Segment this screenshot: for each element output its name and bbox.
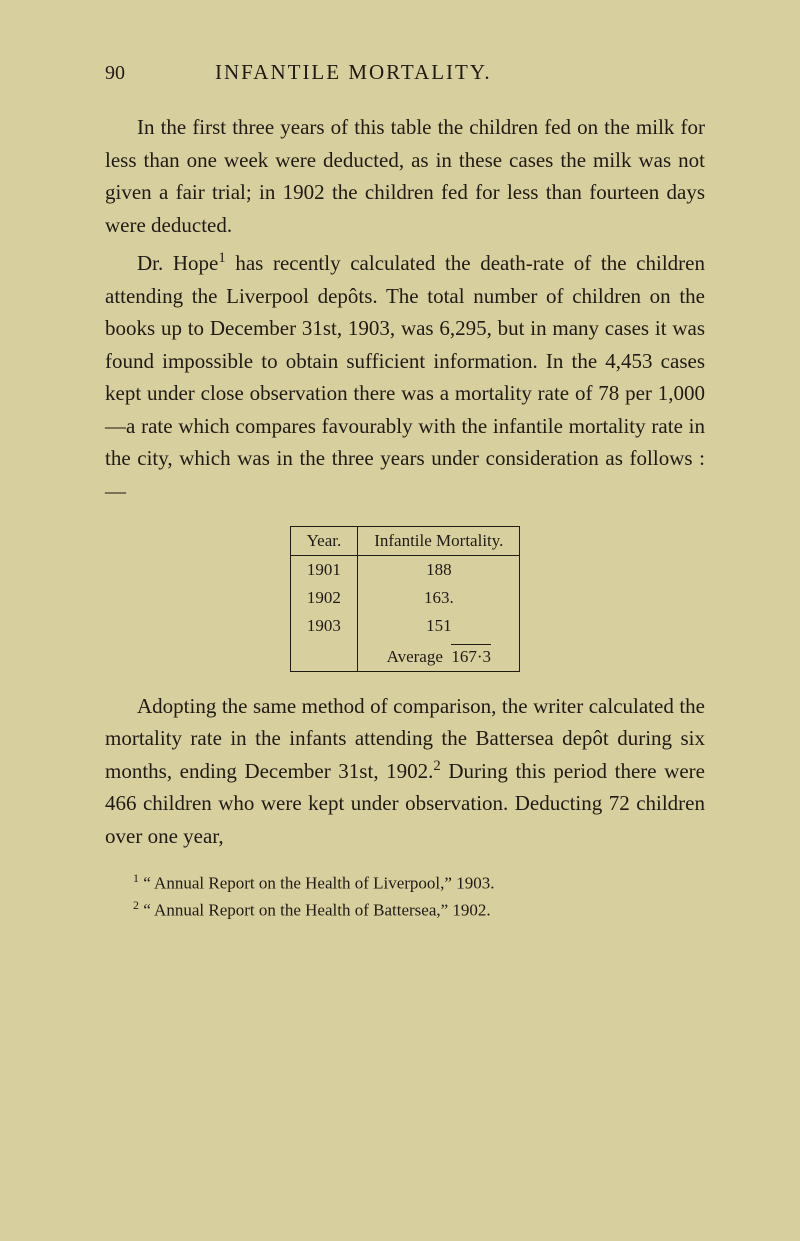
paragraph-2: Dr. Hope1 has recently calculated the de… [105,247,705,507]
average-label: Average [387,647,443,666]
cell-year: 1902 [290,584,358,612]
paragraph-3: Adopting the same method of comparison, … [105,690,705,853]
paragraph-1: In the first three years of this table t… [105,111,705,241]
cell-value: 188 [358,555,520,584]
mortality-table-wrap: Year. Infantile Mortality. 1901 188 1902… [255,526,555,672]
cell-value: 151 [358,612,520,640]
header: 90 INFANTILE MORTALITY. [105,60,705,85]
footnote-text-1: “ Annual Report on the Health of Liverpo… [139,874,495,893]
page-number: 90 [105,62,135,85]
cell-value: 163. [358,584,520,612]
table-row-average: Average 167·3 [290,640,520,672]
table-row: 1903 151 [290,612,520,640]
p2-text-b: has recently calculated the death-rate o… [105,251,705,503]
cell-year: 1901 [290,555,358,584]
footnote-ref-2: 2 [433,758,440,774]
cell-average: Average 167·3 [358,640,520,672]
table-header-row: Year. Infantile Mortality. [290,526,520,555]
mortality-table: Year. Infantile Mortality. 1901 188 1902… [290,526,521,672]
table-row: 1901 188 [290,555,520,584]
page: 90 INFANTILE MORTALITY. In the first thr… [0,0,800,1241]
footnotes: 1 “ Annual Report on the Health of Liver… [105,870,705,923]
col-mortality: Infantile Mortality. [358,526,520,555]
footnote-ref-1: 1 [218,250,225,266]
average-value: 167·3 [451,644,491,667]
cell-empty [290,640,358,672]
running-head: INFANTILE MORTALITY. [215,60,492,85]
footnote-1: 1 “ Annual Report on the Health of Liver… [105,870,705,896]
cell-year: 1903 [290,612,358,640]
table-row: 1902 163. [290,584,520,612]
p2-text-a: Dr. Hope [137,251,218,275]
col-year: Year. [290,526,358,555]
footnote-2: 2 “ Annual Report on the Health of Batte… [105,897,705,923]
footnote-text-2: “ Annual Report on the Health of Batters… [139,900,491,919]
